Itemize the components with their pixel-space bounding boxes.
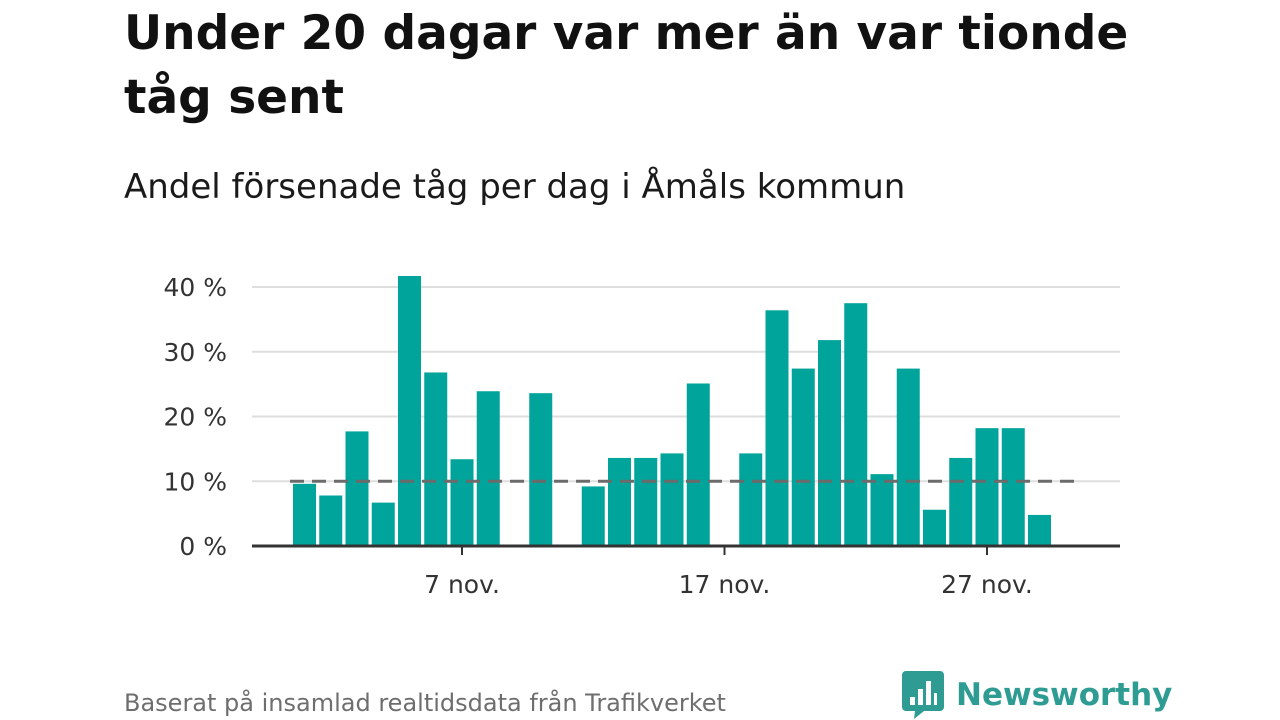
y-tick-label: 30 % [163, 338, 227, 367]
bar [896, 368, 920, 546]
bar [293, 483, 316, 546]
bar [660, 453, 684, 546]
brand-name: Newsworthy [956, 677, 1173, 713]
tick-labels: 0 % 10 % 20 % 30 % 40 % 7 nov. 17 nov. 27 nov. [163, 273, 1032, 599]
bar [686, 383, 710, 546]
bar [870, 474, 894, 546]
bar [739, 453, 763, 546]
bar [476, 391, 500, 546]
bar [450, 459, 474, 546]
bar [398, 275, 421, 546]
chart-subtitle: Andel försenade tåg per dag i Åmåls komm… [124, 167, 906, 207]
bar [581, 486, 605, 546]
x-tick-label: 17 nov. [679, 570, 771, 599]
bar [975, 428, 999, 546]
bars [293, 275, 1051, 546]
y-tick-label: 40 % [163, 273, 227, 302]
bar [424, 372, 448, 546]
y-tick-label: 0 % [179, 532, 227, 561]
bar [923, 509, 946, 546]
bar [371, 502, 395, 546]
newsworthy-logo-icon [902, 671, 944, 719]
bar [1028, 514, 1051, 546]
bar [949, 457, 973, 546]
bar [345, 431, 369, 546]
bar [634, 457, 658, 546]
bar [791, 368, 815, 546]
bar [1001, 428, 1025, 546]
bar [765, 310, 789, 546]
axes [252, 544, 1120, 555]
brand-logo[interactable]: Newsworthy [902, 670, 1172, 720]
x-tick-label: 27 nov. [941, 570, 1033, 599]
bar [529, 393, 553, 546]
bar [818, 340, 841, 546]
x-tick-label: 7 nov. [424, 570, 500, 599]
source-note: Baserat på insamlad realtidsdata från Tr… [124, 689, 726, 717]
chart-title: Under 20 dagar var mer än var tionde tåg… [124, 6, 1129, 125]
bar [844, 303, 868, 546]
y-tick-label: 10 % [163, 467, 227, 496]
bar [608, 457, 631, 546]
bar [319, 495, 343, 546]
y-tick-label: 20 % [163, 403, 227, 432]
